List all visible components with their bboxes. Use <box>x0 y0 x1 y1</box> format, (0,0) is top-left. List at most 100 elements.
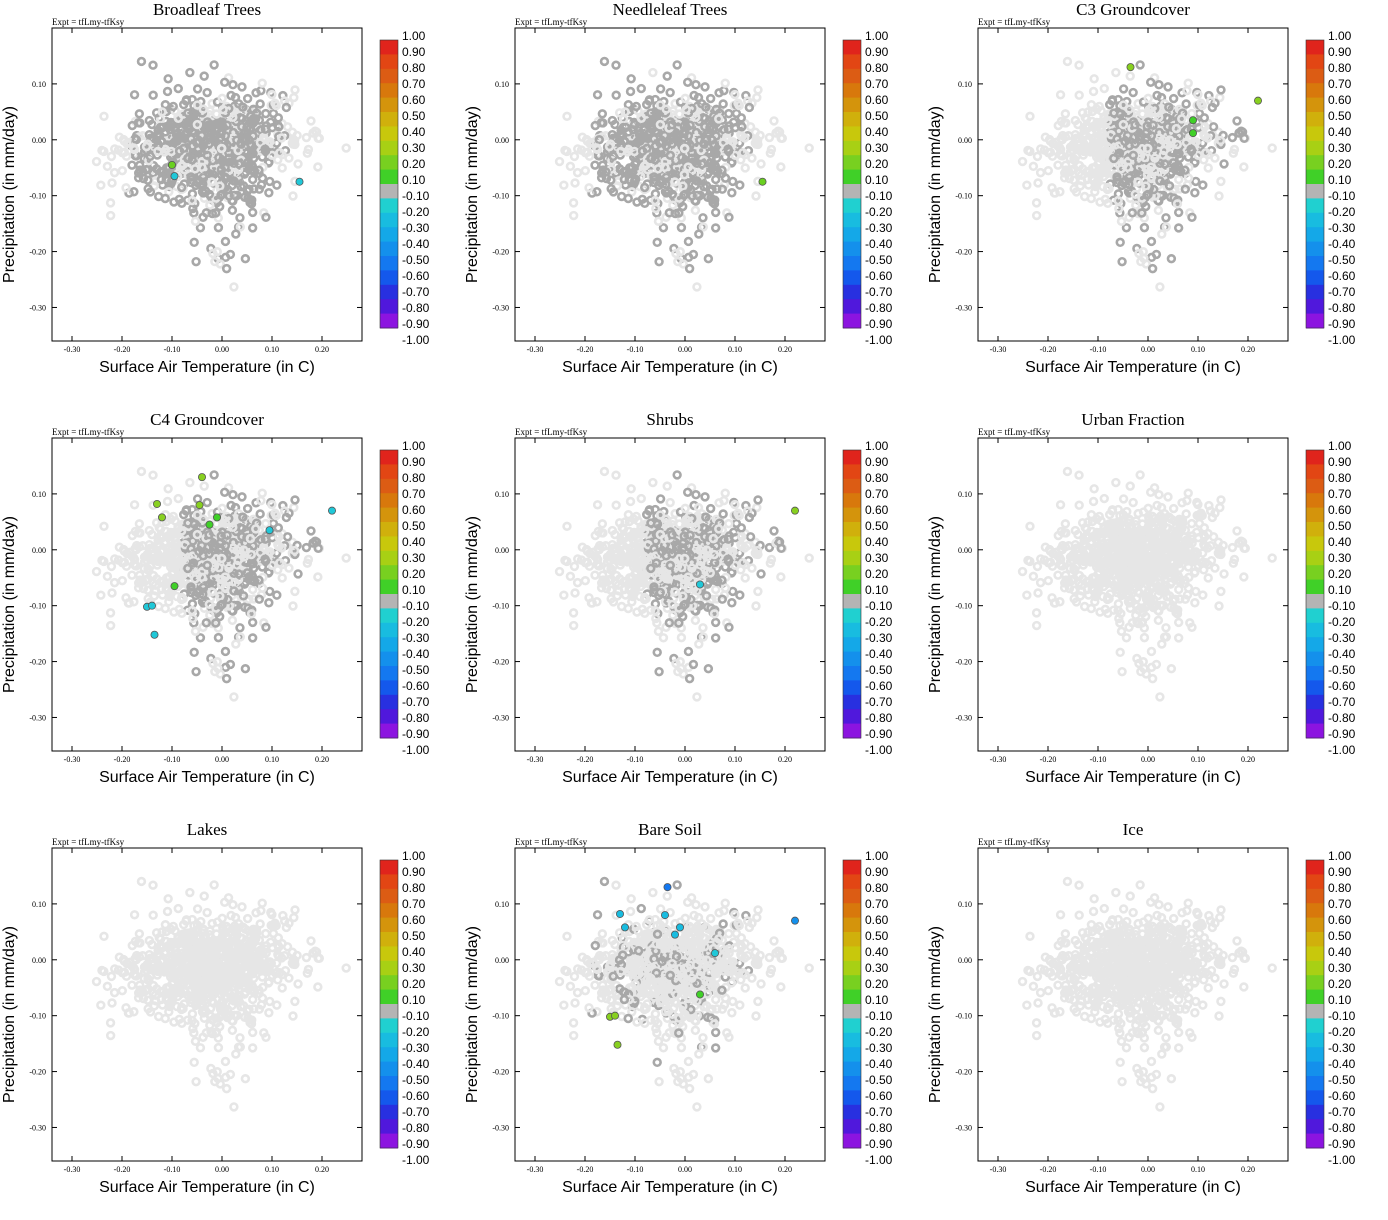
data-point <box>686 675 693 682</box>
data-point <box>720 511 727 518</box>
data-point <box>655 218 662 225</box>
colorbar-segment <box>843 126 861 141</box>
y-tick-label: -0.10 <box>29 602 46 611</box>
data-point <box>101 113 108 120</box>
data-point <box>609 117 616 124</box>
colorbar-label: -0.20 <box>402 615 430 629</box>
colorbar-label: -0.80 <box>1328 301 1356 315</box>
data-point <box>613 502 620 509</box>
colorbar-label: 0.10 <box>402 173 426 187</box>
data-point <box>1229 134 1236 141</box>
data-point <box>231 283 238 290</box>
colorbar-label: 0.20 <box>1328 157 1352 171</box>
colorbar-label: 0.60 <box>402 503 426 517</box>
data-point <box>719 596 726 603</box>
y-tick-label: 0.10 <box>32 80 46 89</box>
colorbar-segment <box>380 479 398 494</box>
colorbar-label: -0.20 <box>865 205 893 219</box>
colorbar-label: 0.30 <box>865 551 889 565</box>
data-point <box>712 586 719 593</box>
data-point <box>158 176 165 183</box>
data-point <box>232 641 239 648</box>
data-point <box>1045 167 1052 174</box>
data-point <box>628 75 635 82</box>
data-point <box>150 92 157 99</box>
data-point <box>579 134 586 141</box>
colorbar-segment <box>843 184 861 199</box>
colorbar-label: 0.10 <box>865 173 889 187</box>
data-point <box>1221 161 1228 168</box>
x-tick-label: 0.10 <box>1191 345 1205 354</box>
x-tick-label: -0.20 <box>577 345 594 354</box>
data-point <box>660 224 667 231</box>
highlight-point <box>759 178 766 185</box>
colorbar-label: 0.30 <box>402 551 426 565</box>
x-tick-label: -0.20 <box>1040 345 1057 354</box>
colorbar-label: 0.20 <box>865 157 889 171</box>
data-point <box>211 61 218 68</box>
expt-label: Expt = tfLmy-tfKsy <box>978 427 1051 437</box>
colorbar-label: -0.60 <box>402 679 430 693</box>
colorbar-label: 0.20 <box>402 567 426 581</box>
data-point <box>192 218 199 225</box>
colorbar-label: -0.40 <box>402 647 430 661</box>
data-point <box>230 491 237 498</box>
highlight-point <box>168 161 175 168</box>
data-point <box>736 592 743 599</box>
data-point <box>259 490 266 497</box>
colorbar-label: 0.90 <box>402 455 426 469</box>
data-point <box>725 520 732 527</box>
data-point <box>656 258 663 265</box>
data-point <box>586 594 593 601</box>
colorbar-label: -0.90 <box>865 317 893 331</box>
colorbar-segment <box>1306 285 1324 300</box>
data-point <box>749 155 756 162</box>
highlight-point <box>148 602 155 609</box>
data-point <box>286 155 293 162</box>
colorbar-label: 0.20 <box>865 567 889 581</box>
colorbar-segment <box>1306 170 1324 185</box>
data-point <box>1132 202 1139 209</box>
data-point <box>1027 113 1034 120</box>
colorbar-segment <box>843 54 861 69</box>
data-point <box>564 523 571 530</box>
highlight-point <box>198 474 205 481</box>
data-point <box>667 89 674 96</box>
data-point <box>208 589 215 596</box>
colorbar-label: 0.70 <box>402 77 426 91</box>
colorbar-label: -0.70 <box>1328 285 1356 299</box>
colorbar-segment <box>1306 69 1324 84</box>
data-point <box>1183 87 1190 94</box>
data-point <box>726 214 733 221</box>
colorbar-label: 0.70 <box>1328 77 1352 91</box>
x-tick-label: 0.10 <box>728 755 742 764</box>
colorbar-label: 0.80 <box>402 61 426 75</box>
data-point <box>290 603 297 610</box>
data-point <box>244 95 251 102</box>
data-point <box>1170 95 1177 102</box>
data-point <box>146 117 153 124</box>
data-point <box>239 493 246 500</box>
colorbar-segment <box>380 680 398 695</box>
colorbar-segment <box>843 40 861 55</box>
data-point <box>771 118 778 125</box>
data-point <box>1175 176 1182 183</box>
data-point <box>192 628 199 635</box>
data-point <box>303 544 310 551</box>
colorbar-label: -0.10 <box>1328 189 1356 203</box>
data-point <box>560 592 567 599</box>
highlight-point <box>696 581 703 588</box>
y-axis-label: Precipitation (in mm/day) <box>464 516 481 693</box>
expt-label: Expt = tfLmy-tfKsy <box>515 427 588 437</box>
data-point <box>259 80 266 87</box>
highlight-point <box>296 178 303 185</box>
colorbar-label: 0.30 <box>402 141 426 155</box>
highlight-point <box>1127 64 1134 71</box>
colorbar-segment <box>380 198 398 213</box>
colorbar-label: -0.80 <box>402 711 430 725</box>
highlight-point <box>1189 117 1196 124</box>
highlight-point <box>153 500 160 507</box>
data-point <box>208 179 215 186</box>
